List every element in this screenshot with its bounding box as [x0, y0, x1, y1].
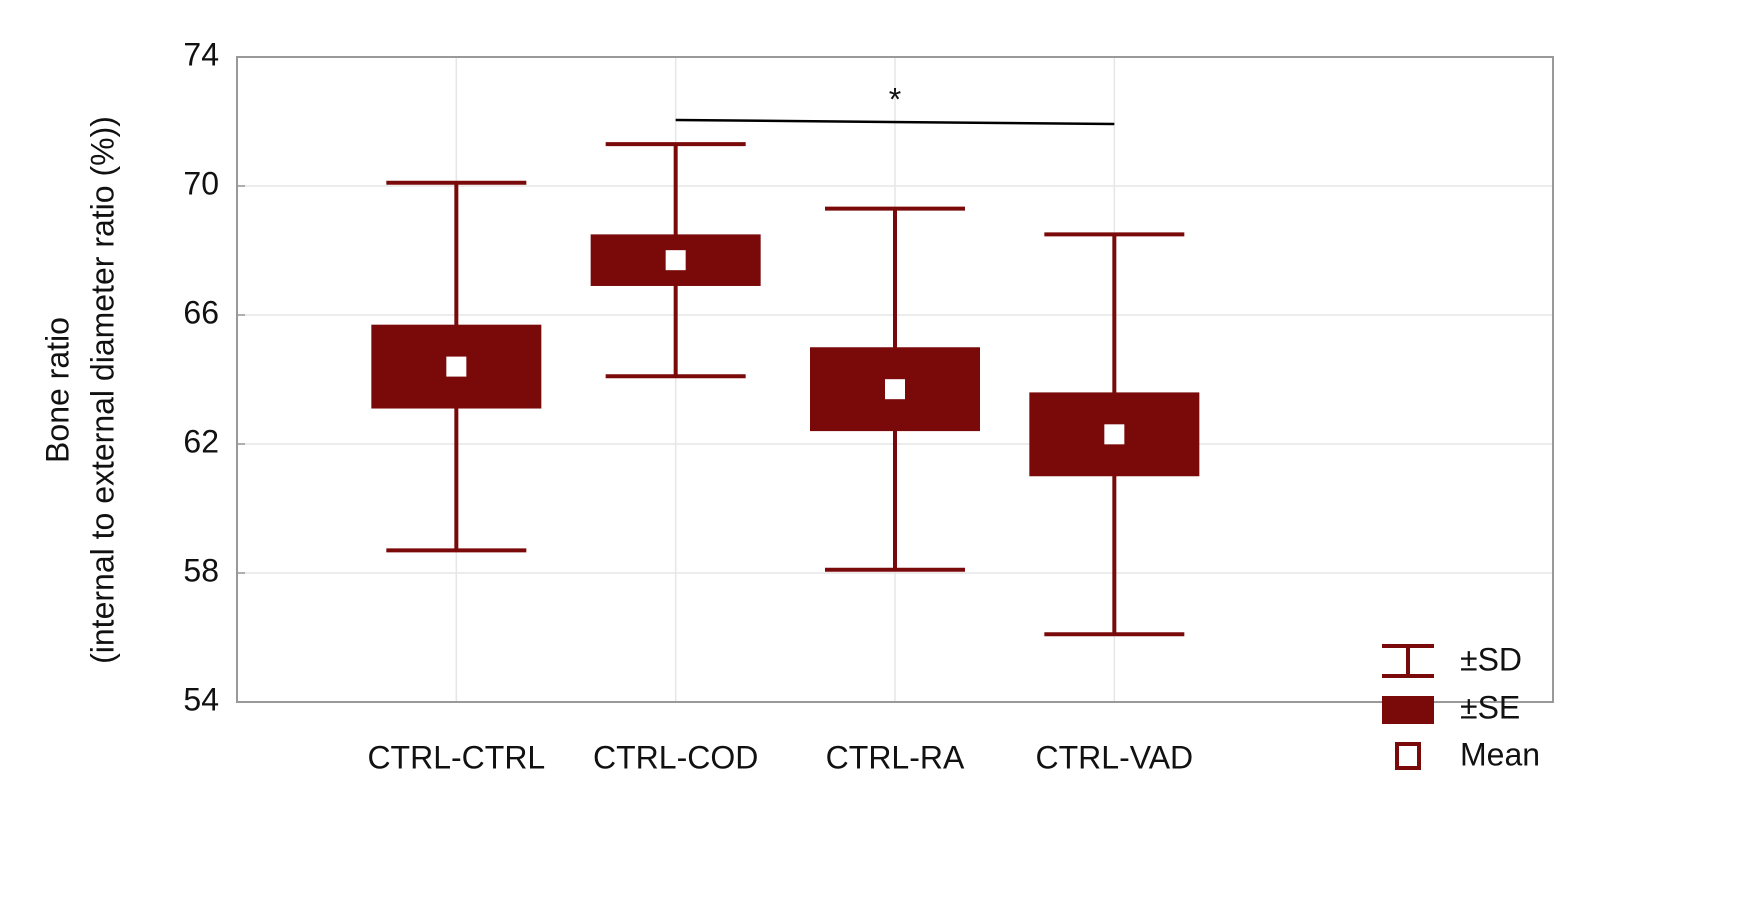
y-tick-label: 66 — [183, 294, 219, 330]
y-tick-label: 58 — [183, 552, 219, 588]
mean-marker — [446, 356, 467, 377]
legend-label: Mean — [1460, 736, 1540, 772]
y-axis-label: Bone ratio — [39, 317, 75, 463]
mean-marker — [885, 379, 905, 400]
legend-se — [1382, 696, 1434, 724]
y-tick-label: 70 — [183, 165, 219, 201]
legend-label: ±SD — [1460, 641, 1522, 677]
x-tick-label: CTRL-COD — [593, 739, 758, 775]
x-tick-label: CTRL-RA — [826, 739, 965, 775]
plot-frame — [236, 56, 1554, 703]
significance-label: * — [889, 81, 901, 117]
x-tick-label: CTRL-VAD — [1036, 739, 1194, 775]
mean-marker — [1104, 424, 1125, 445]
legend-label: ±SE — [1460, 689, 1520, 725]
y-axis-label: (internal to external diameter ratio (%)… — [84, 116, 120, 664]
y-tick-label: 74 — [183, 36, 219, 72]
significance-line — [675, 118, 1115, 126]
legend-mean — [1395, 742, 1421, 770]
x-tick-label: CTRL-CTRL — [367, 739, 545, 775]
y-tick-label: 62 — [183, 423, 219, 459]
y-tick-label: 54 — [183, 681, 219, 717]
mean-marker — [665, 250, 686, 271]
